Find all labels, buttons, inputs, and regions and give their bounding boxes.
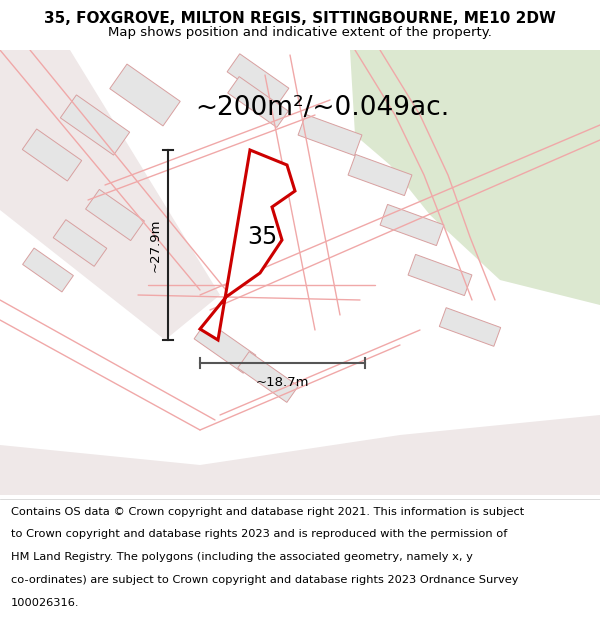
Polygon shape xyxy=(61,95,130,155)
Polygon shape xyxy=(348,154,412,196)
Polygon shape xyxy=(200,150,295,340)
Text: 35: 35 xyxy=(247,225,277,249)
Polygon shape xyxy=(86,189,145,241)
Text: co-ordinates) are subject to Crown copyright and database rights 2023 Ordnance S: co-ordinates) are subject to Crown copyr… xyxy=(11,575,518,585)
Polygon shape xyxy=(22,129,82,181)
Polygon shape xyxy=(350,50,600,305)
Polygon shape xyxy=(0,50,220,340)
Polygon shape xyxy=(23,248,73,292)
Text: ~27.9m: ~27.9m xyxy=(149,218,161,272)
Text: Contains OS data © Crown copyright and database right 2021. This information is : Contains OS data © Crown copyright and d… xyxy=(11,507,524,517)
Polygon shape xyxy=(298,114,362,156)
Text: ~18.7m: ~18.7m xyxy=(256,376,309,389)
Text: to Crown copyright and database rights 2023 and is reproduced with the permissio: to Crown copyright and database rights 2… xyxy=(11,529,507,539)
Text: Map shows position and indicative extent of the property.: Map shows position and indicative extent… xyxy=(108,26,492,39)
Text: 100026316.: 100026316. xyxy=(11,598,79,608)
Polygon shape xyxy=(227,54,289,106)
Polygon shape xyxy=(194,321,256,373)
Polygon shape xyxy=(380,204,444,246)
Text: ~200m²/~0.049ac.: ~200m²/~0.049ac. xyxy=(195,95,449,121)
Polygon shape xyxy=(53,219,107,266)
Polygon shape xyxy=(227,77,289,128)
Polygon shape xyxy=(238,352,298,402)
Polygon shape xyxy=(0,415,600,495)
Polygon shape xyxy=(439,308,500,346)
Text: 35, FOXGROVE, MILTON REGIS, SITTINGBOURNE, ME10 2DW: 35, FOXGROVE, MILTON REGIS, SITTINGBOURN… xyxy=(44,11,556,26)
Polygon shape xyxy=(408,254,472,296)
Text: HM Land Registry. The polygons (including the associated geometry, namely x, y: HM Land Registry. The polygons (includin… xyxy=(11,552,473,562)
Polygon shape xyxy=(110,64,180,126)
